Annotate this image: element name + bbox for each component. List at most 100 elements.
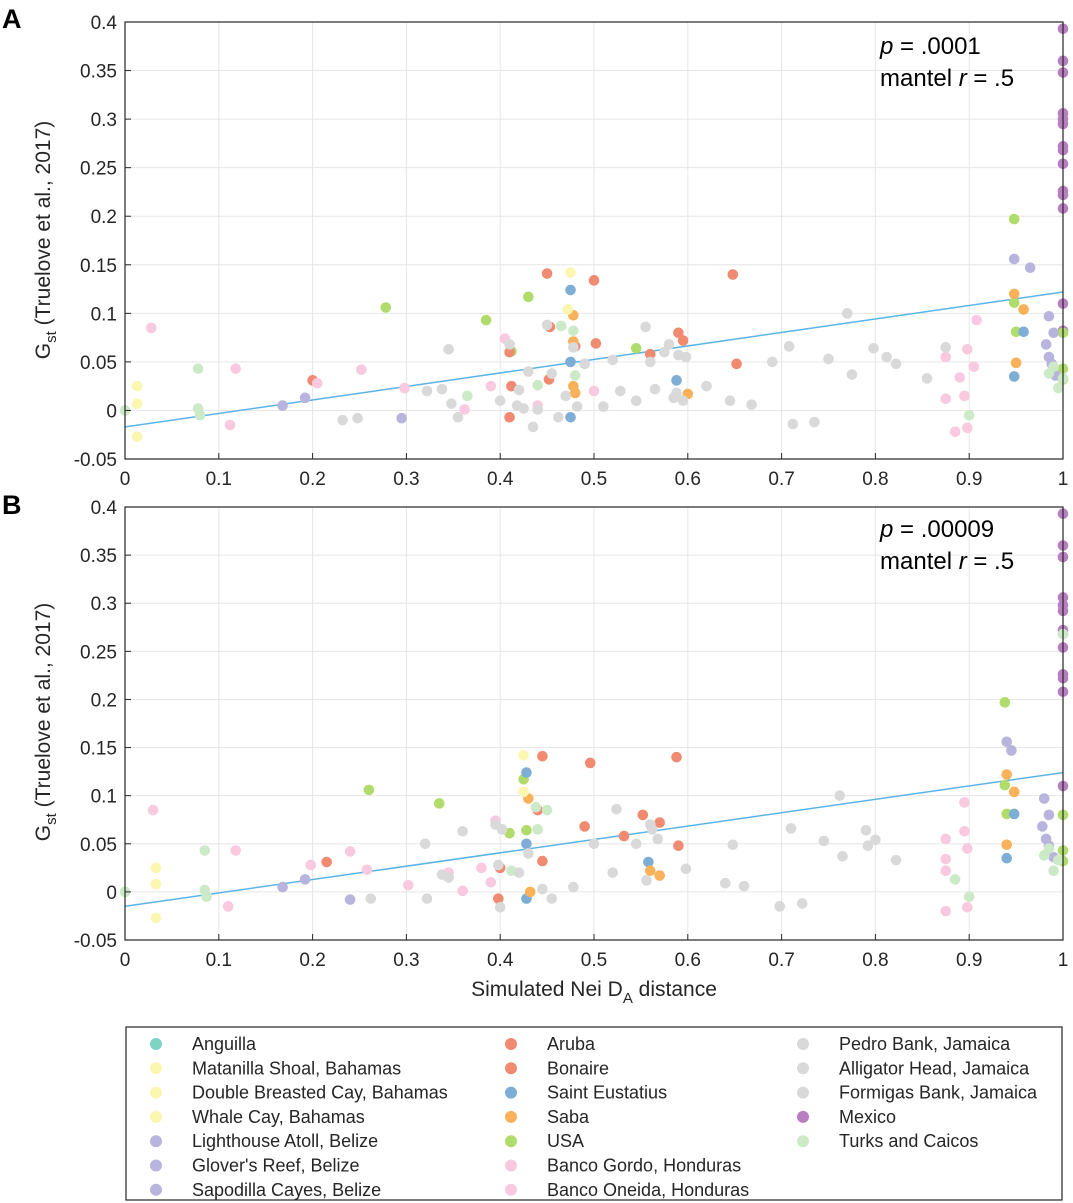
legend-label-pedro-bank-jamaica: Pedro Bank, Jamaica <box>839 1034 1011 1054</box>
panel-b-point-aruba <box>654 817 665 828</box>
panel-b-x-tick-label: 0.5 <box>581 950 607 971</box>
panel-a-point-pedro-bank-jamaica <box>659 346 670 358</box>
panel-a-point-banco-gordo-honduras <box>954 372 966 383</box>
panel-b-point-pedro-bank-jamaica <box>365 893 377 904</box>
legend: Anguilla Matanilla Shoal, Bahamas Double B… <box>125 1026 1063 1201</box>
legend-marker-matanilla-shoal-bahamas <box>150 1062 162 1075</box>
panel-b-point-alligator-head-jamaica <box>837 850 848 862</box>
legend-marker-double-breasted-cay-bahamas <box>150 1086 162 1099</box>
panel-a-point-banco-oneida-honduras <box>224 419 236 431</box>
panel-a-point-saint-eustatius <box>565 411 576 423</box>
panel-a-point-pedro-bank-jamaica <box>579 358 590 370</box>
panel-b-point-usa <box>363 784 375 796</box>
panel-b-point-bonaire <box>671 751 682 763</box>
panel-a-point-usa <box>480 314 492 326</box>
panel-b-point-pedro-bank-jamaica <box>421 893 433 904</box>
legend-label-saba: Saba <box>547 1107 590 1127</box>
panel-b-point-pedro-bank-jamaica <box>641 875 652 886</box>
panel-a-x-tick-label: 0.3 <box>393 469 419 490</box>
panel-b-point-pedro-bank-jamaica <box>568 881 579 893</box>
panel-b-point-banco-gordo-honduras <box>305 859 317 871</box>
panel-a-x-tick-label: 0 <box>120 469 131 490</box>
panel-a-point-lighthouse-atoll-belize <box>1024 262 1036 273</box>
panel-a-y-label-g: G <box>32 343 55 359</box>
panel-a-point-lighthouse-atoll-belize <box>299 392 311 404</box>
panel-a-point-banco-oneida-honduras <box>459 404 470 415</box>
panel-a-point-saint-eustatius <box>671 375 682 386</box>
panel-a-point-pedro-bank-jamaica <box>644 356 656 368</box>
panel-b-point-banco-gordo-honduras <box>485 876 497 888</box>
panel-a-point-matanilla-shoal-bahamas <box>131 380 143 392</box>
panel-b-point-pedro-bank-jamaica <box>493 859 504 871</box>
panel-b-point-banco-gordo-honduras <box>230 845 241 856</box>
panel-a-x-tick-label: 0.9 <box>956 469 982 490</box>
panel-b-y-tick-label: -0.05 <box>74 931 117 952</box>
panel-b-point-alligator-head-jamaica <box>862 840 874 852</box>
panel-b-y-label: Gst (Truelove et al., 2017) <box>32 603 60 842</box>
panel-a-x-tick-label: 0.7 <box>768 469 794 490</box>
panel-b-x-tick-label: 0.1 <box>206 950 232 971</box>
legend-label-glover-s-reef-belize: Glover's Reef, Belize <box>192 1156 360 1176</box>
panel-b-point-turks-and-caicos <box>201 891 212 902</box>
legend-label-anguilla: Anguilla <box>192 1034 257 1054</box>
panel-b-point-glover-s-reef-belize <box>1037 821 1048 832</box>
panel-a-x-tick-label: 0.1 <box>206 469 232 490</box>
panel-b-point-usa <box>521 825 532 836</box>
panel-b-point-pedro-bank-jamaica <box>611 803 622 815</box>
panel-a-point-banco-gordo-honduras <box>588 385 600 397</box>
panel-b-point-aruba <box>537 855 548 867</box>
panel-b-point-pedro-bank-jamaica <box>646 824 658 835</box>
panel-a-mantel-r: mantel r = .5 <box>880 65 1014 92</box>
panel-b-point-usa <box>999 697 1011 708</box>
panel-a-point-usa <box>630 342 642 354</box>
panel-a-point-saba <box>1010 357 1022 369</box>
panel-b-point-matanilla-shoal-bahamas <box>150 862 162 874</box>
panel-b-point-saint-eustatius <box>1001 852 1013 864</box>
panel-b-point-banco-gordo-honduras <box>959 825 970 837</box>
panel-a-y-tick-label: 0.35 <box>80 62 117 83</box>
panel-a-y-tick-label: 0.25 <box>80 159 117 180</box>
panel-a-point-turks-and-caicos <box>555 320 567 332</box>
panel-a-point-alligator-head-jamaica <box>701 380 712 392</box>
panel-a-point-pedro-bank-jamaica <box>640 321 651 333</box>
panel-a-point-lighthouse-atoll-belize <box>1043 310 1055 322</box>
panel-b-p-value: p = .00009 <box>879 516 994 543</box>
panel-b-point-turks-and-caicos <box>1043 843 1055 854</box>
legend-marker-lighthouse-atoll-belize <box>150 1135 162 1148</box>
panel-b-y-tick-label: 0.1 <box>91 787 117 808</box>
panel-a-point-alligator-head-jamaica <box>724 395 736 407</box>
panel-b-point-alligator-head-jamaica <box>720 877 731 889</box>
panel-a-point-alligator-head-jamaica <box>868 342 879 354</box>
panel-b-point-matanilla-shoal-bahamas <box>150 912 162 924</box>
panel-b-x-tick-label: 0.4 <box>487 950 514 971</box>
panel-b-mantel-r: mantel r = .5 <box>880 548 1014 575</box>
panel-a-point-matanilla-shoal-bahamas <box>131 398 143 409</box>
panel-a-point-saba <box>1008 288 1020 300</box>
panel-b-y-label-g: G <box>32 825 55 841</box>
panel-a-point-banco-gordo-honduras <box>399 382 410 394</box>
legend-label-sapodilla-cayes-belize: Sapodilla Cayes, Belize <box>192 1180 381 1200</box>
panel-b-x-tick-label: 0 <box>120 950 131 971</box>
panel-a-point-alligator-head-jamaica <box>809 416 820 428</box>
panel-a-point-pedro-bank-jamaica <box>494 395 506 407</box>
panel-b-y-tick-label: 0.3 <box>91 594 117 615</box>
legend-marker-banco-oneida-honduras <box>505 1183 517 1196</box>
panel-b-point-banco-oneida-honduras <box>962 901 973 913</box>
panel-a-point-usa <box>1008 213 1020 225</box>
panel-b-point-pedro-bank-jamaica <box>537 883 548 895</box>
panel-a-point-usa <box>1010 326 1022 338</box>
panel-b-x-label-sub: A <box>623 990 633 1007</box>
panel-a-point-pedro-bank-jamaica <box>443 343 454 355</box>
panel-b-point-saba <box>644 865 656 877</box>
panel-a-point-aruba <box>644 348 656 360</box>
panel-a-y-label: Gst (Truelove et al., 2017) <box>32 121 60 360</box>
panel-b-point-pedro-bank-jamaica <box>419 838 431 850</box>
panel-b-x-tick-label: 0.6 <box>675 950 701 971</box>
legend-label-mexico: Mexico <box>839 1107 896 1127</box>
panel-b-point-banco-oneida-honduras <box>940 905 952 917</box>
panel-b-point-alligator-head-jamaica <box>860 825 872 836</box>
panel-b-point-usa <box>433 798 445 809</box>
panel-b-point-usa <box>999 779 1011 791</box>
panel-a-point-banco-gordo-honduras <box>971 314 983 326</box>
